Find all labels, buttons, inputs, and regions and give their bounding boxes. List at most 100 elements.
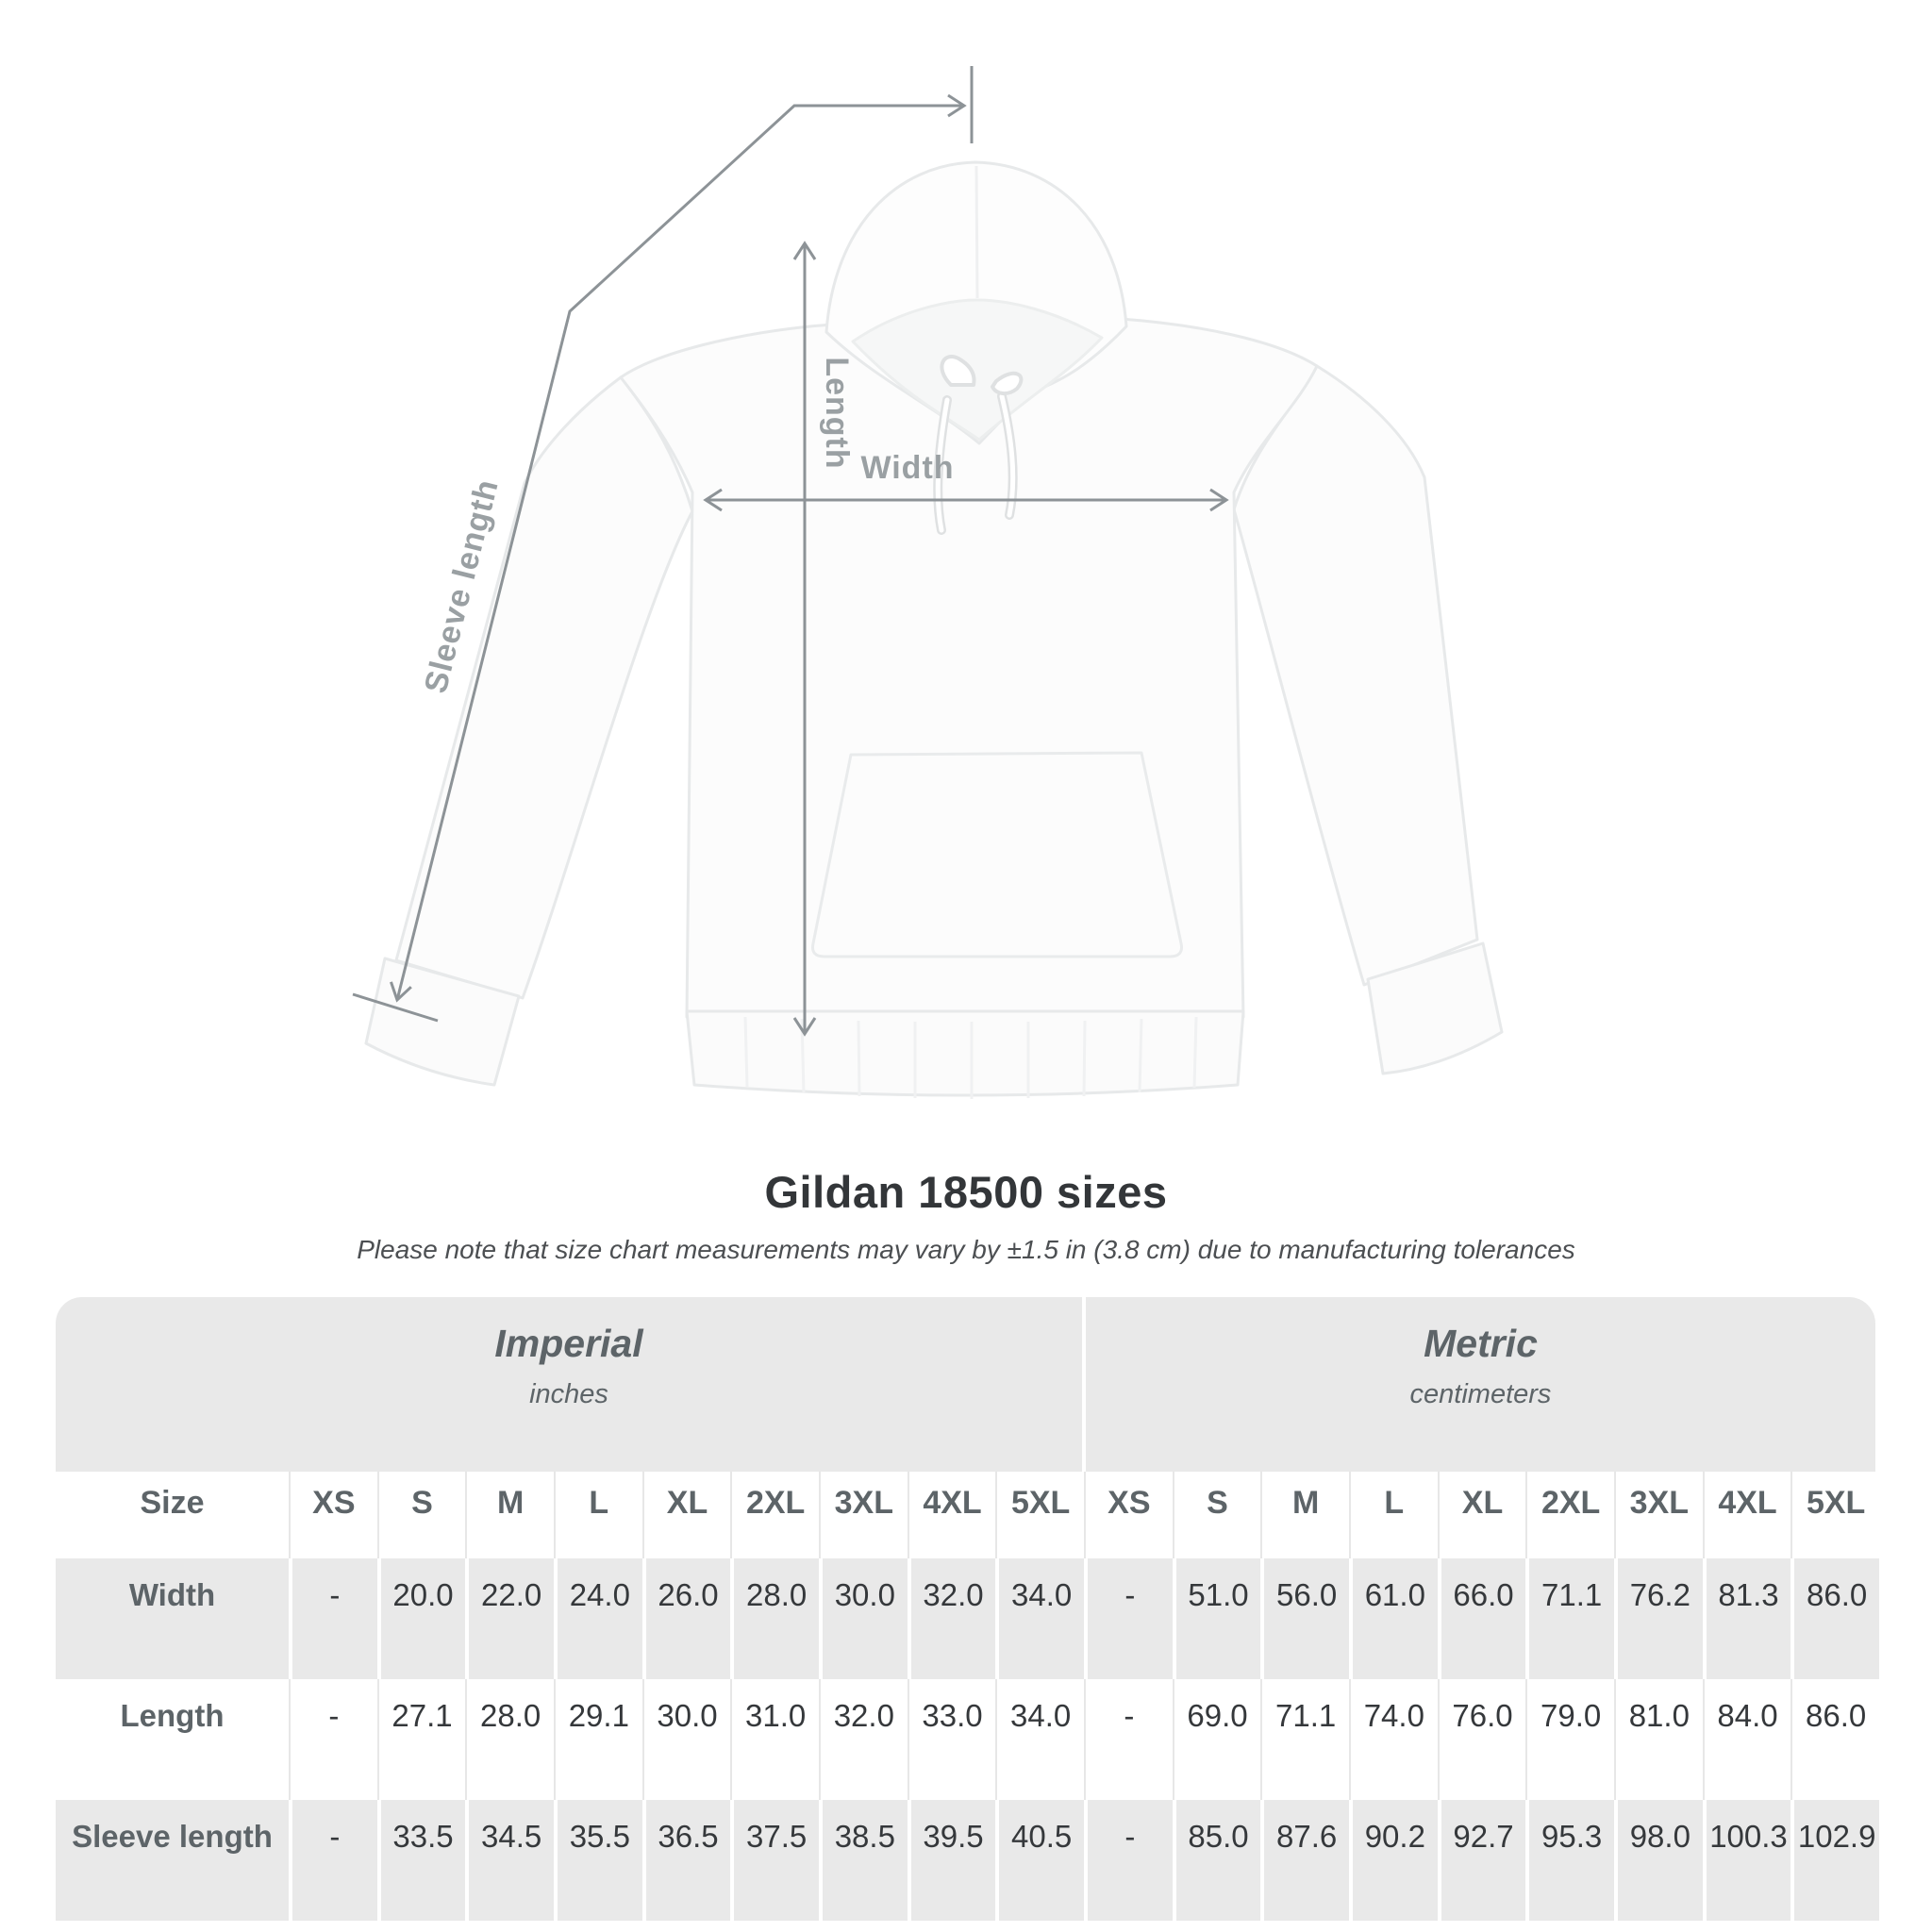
size-header-row: Size XS S M L XL 2XL 3XL 4XL 5XL XS S M … (56, 1472, 1879, 1558)
size-header-cell: L (1348, 1472, 1438, 1558)
value-cell: 87.6 (1260, 1800, 1349, 1921)
metric-name: Metric (1424, 1322, 1538, 1365)
value-cell: 92.7 (1437, 1800, 1526, 1921)
value-cell: 98.0 (1613, 1800, 1703, 1921)
tolerance-note: Please note that size chart measurements… (357, 1235, 1575, 1264)
value-cell: 84.0 (1702, 1679, 1791, 1800)
value-cell: 20.0 (376, 1558, 466, 1679)
size-header-cell: 2XL (730, 1472, 819, 1558)
value-cell: - (1083, 1800, 1173, 1921)
value-cell: 27.1 (376, 1679, 466, 1800)
value-cell: 33.0 (907, 1679, 996, 1800)
value-cell: 76.2 (1613, 1558, 1703, 1679)
value-cell: 34.0 (995, 1558, 1084, 1679)
value-cell: 35.5 (553, 1800, 642, 1921)
metric-group-header: Metric centimeters (1082, 1297, 1875, 1472)
hem-ribbing (685, 1009, 1245, 1097)
imperial-group-header: Imperial inches (56, 1297, 1082, 1472)
value-cell: 36.5 (641, 1800, 731, 1921)
size-header-cell: 2XL (1525, 1472, 1614, 1558)
row-label: Sleeve length (72, 1819, 273, 1854)
value-cell: 28.0 (730, 1558, 819, 1679)
metric-unit: centimeters (1409, 1379, 1552, 1409)
imperial-name: Imperial (494, 1322, 643, 1365)
size-header-cell: L (553, 1472, 642, 1558)
value-cell: - (289, 1800, 377, 1921)
size-header-cell: S (1172, 1472, 1261, 1558)
value-cell: 32.0 (907, 1558, 996, 1679)
value-cell: 28.0 (465, 1679, 554, 1800)
size-header-label: Size (140, 1485, 205, 1521)
size-header-cell: S (376, 1472, 466, 1558)
value-cell: - (289, 1679, 377, 1800)
width-label: Width (860, 450, 954, 486)
size-header-cell: 5XL (1790, 1472, 1879, 1558)
value-cell: 30.0 (818, 1558, 908, 1679)
right-cuff (1366, 941, 1504, 1075)
size-header-cell: XL (1437, 1472, 1526, 1558)
value-cell: 100.3 (1702, 1800, 1791, 1921)
size-header-cell: 5XL (995, 1472, 1084, 1558)
size-header-cell: M (465, 1472, 554, 1558)
sleeve-length-bottom-tick (352, 992, 439, 1023)
value-cell: 66.0 (1437, 1558, 1526, 1679)
value-cell: - (1083, 1679, 1173, 1800)
value-cell: 102.9 (1790, 1800, 1879, 1921)
value-cell: 37.5 (730, 1800, 819, 1921)
size-header-cell: XS (289, 1472, 377, 1558)
value-cell: 85.0 (1172, 1800, 1261, 1921)
size-header-cell: 3XL (1613, 1472, 1703, 1558)
value-cell: 34.5 (465, 1800, 554, 1921)
imperial-unit: inches (529, 1379, 608, 1409)
value-cell: 31.0 (730, 1679, 819, 1800)
length-row: Length - 27.1 28.0 29.1 30.0 31.0 32.0 3… (56, 1679, 1879, 1800)
value-cell: 61.0 (1348, 1558, 1438, 1679)
value-cell: 56.0 (1260, 1558, 1349, 1679)
row-label: Width (128, 1577, 216, 1612)
value-cell: 71.1 (1525, 1558, 1614, 1679)
value-cell: 26.0 (641, 1558, 731, 1679)
value-cell: 81.0 (1613, 1679, 1703, 1800)
row-label: Length (120, 1698, 225, 1733)
hoodie-figure: Sleeve length Length Width (352, 66, 1504, 1099)
sleeve-length-measure-line (390, 93, 967, 1003)
size-table: Imperial inches Metric centimeters Size … (56, 1297, 1879, 1921)
value-cell: 71.1 (1260, 1679, 1349, 1800)
value-cell: 24.0 (553, 1558, 642, 1679)
value-cell: 90.2 (1348, 1800, 1438, 1921)
value-cell: 30.0 (641, 1679, 731, 1800)
value-cell: - (289, 1558, 377, 1679)
title-block: Gildan 18500 sizes Please note that size… (0, 1166, 1932, 1265)
size-header-cell: 4XL (1702, 1472, 1791, 1558)
size-chart-title: Gildan 18500 sizes (764, 1167, 1168, 1217)
value-cell: 38.5 (818, 1800, 908, 1921)
value-cell: 86.0 (1790, 1558, 1879, 1679)
value-cell: 29.1 (553, 1679, 642, 1800)
value-cell: 32.0 (818, 1679, 908, 1800)
size-header-cell: XL (641, 1472, 731, 1558)
hoodie-illustration: Sleeve length Length Width (352, 66, 1504, 1099)
unit-band-row: Imperial inches Metric centimeters (56, 1297, 1879, 1472)
kangaroo-pocket (811, 751, 1183, 958)
hood-seam (974, 165, 979, 299)
value-cell: 40.5 (995, 1800, 1084, 1921)
size-header-cell: 4XL (907, 1472, 996, 1558)
value-cell: 69.0 (1172, 1679, 1261, 1800)
size-header-cell: 3XL (818, 1472, 908, 1558)
value-cell: 74.0 (1348, 1679, 1438, 1800)
value-cell: 95.3 (1525, 1800, 1614, 1921)
value-cell: 81.3 (1702, 1558, 1791, 1679)
value-cell: 33.5 (376, 1800, 466, 1921)
value-cell: 34.0 (995, 1679, 1084, 1800)
value-cell: 79.0 (1525, 1679, 1614, 1800)
value-cell: - (1083, 1558, 1173, 1679)
value-cell: 39.5 (907, 1800, 996, 1921)
value-cell: 86.0 (1790, 1679, 1879, 1800)
value-cell: 76.0 (1437, 1679, 1526, 1800)
value-cell: 51.0 (1172, 1558, 1261, 1679)
length-label: Length (819, 357, 855, 469)
sleeve-length-row: Sleeve length - 33.5 34.5 35.5 36.5 37.5… (56, 1800, 1879, 1921)
size-header-cell: M (1260, 1472, 1349, 1558)
width-row: Width - 20.0 22.0 24.0 26.0 28.0 30.0 32… (56, 1558, 1879, 1679)
